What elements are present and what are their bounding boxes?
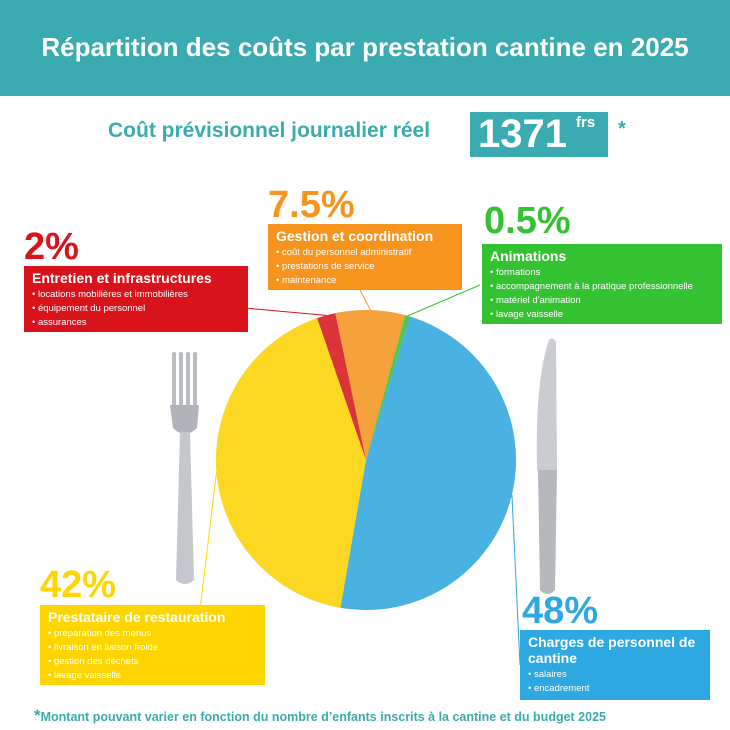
- pie-slice-personnel: [340, 316, 516, 610]
- legend-box-entretien: Entretien et infrastructures locations m…: [24, 266, 248, 332]
- knife-icon: [536, 338, 557, 594]
- leader-line-entretien: [244, 307, 327, 316]
- legend-item: préparation des menus: [48, 627, 257, 641]
- legend-title-gestion: Gestion et coordination: [276, 228, 434, 244]
- leader-line-personnel: [511, 494, 521, 666]
- pie-slice-entretien: [317, 313, 366, 460]
- legend-item: salaires: [528, 668, 702, 682]
- legend-item: coût du personnel administratif: [276, 246, 454, 260]
- legend-box-animations: Animations formations accompagnement à l…: [482, 244, 722, 324]
- title-banner: Répartition des coûts par prestation can…: [0, 0, 730, 96]
- percent-label-animations: 0.5%: [484, 200, 571, 242]
- legend-title-prestataire: Prestataire de restauration: [48, 609, 226, 625]
- percent-label-personnel: 48%: [522, 590, 599, 632]
- percent-label-entretien: 2%: [24, 226, 79, 268]
- pie-slice-prestataire: [216, 318, 366, 608]
- legend-box-prestataire: Prestataire de restauration préparation …: [40, 605, 265, 685]
- page-title: Répartition des coûts par prestation can…: [41, 32, 689, 62]
- cost-asterisk: *: [618, 118, 626, 140]
- footnote-text: Montant pouvant varier en fonction du no…: [40, 710, 606, 724]
- footnote: *Montant pouvant varier en fonction du n…: [34, 706, 606, 726]
- legend-item: accompagnement à la pratique professionn…: [490, 280, 714, 294]
- percent-label-gestion: 7.5%: [268, 184, 355, 226]
- legend-box-gestion: Gestion et coordination coût du personne…: [268, 224, 462, 290]
- leader-line-animations: [407, 284, 481, 317]
- legend-item: locations mobilières et immobilières: [32, 288, 240, 302]
- footnote-asterisk: *: [34, 706, 41, 725]
- legend-title-personnel: Charges de personnel de cantine: [528, 634, 696, 667]
- leader-line-prestataire: [199, 471, 217, 611]
- legend-item: assurances: [32, 316, 240, 330]
- daily-cost-label: Coût prévisionnel journalier réel: [108, 119, 431, 142]
- legend-title-entretien: Entretien et infrastructures: [32, 270, 212, 286]
- legend-item: lavage vaisselle: [48, 669, 257, 683]
- daily-cost-unit: frs: [576, 114, 596, 131]
- legend-item: formations: [490, 266, 714, 280]
- legend-item: matériel d'animation: [490, 294, 714, 308]
- legend-item: prestations de service: [276, 260, 454, 274]
- pie-slice-gestion: [335, 310, 406, 460]
- legend-title-animations: Animations: [490, 248, 567, 264]
- daily-cost-badge: 1371 frs: [470, 112, 608, 157]
- legend-item: équipement du personnel: [32, 302, 240, 316]
- percent-label-prestataire: 42%: [40, 564, 117, 606]
- legend-box-personnel: Charges de personnel de cantine salaires…: [520, 630, 710, 700]
- legend-item: encadrement: [528, 682, 702, 696]
- legend-item: livraison en liaison froide: [48, 641, 257, 655]
- daily-cost-value: 1371: [478, 112, 567, 156]
- legend-item: lavage vaisselle: [490, 308, 714, 322]
- fork-icon: [170, 352, 199, 584]
- legend-item: gestion des déchets: [48, 655, 257, 669]
- leader-line-gestion: [359, 289, 371, 311]
- legend-item: maintenance: [276, 274, 454, 288]
- pie-slice-animations: [366, 315, 410, 460]
